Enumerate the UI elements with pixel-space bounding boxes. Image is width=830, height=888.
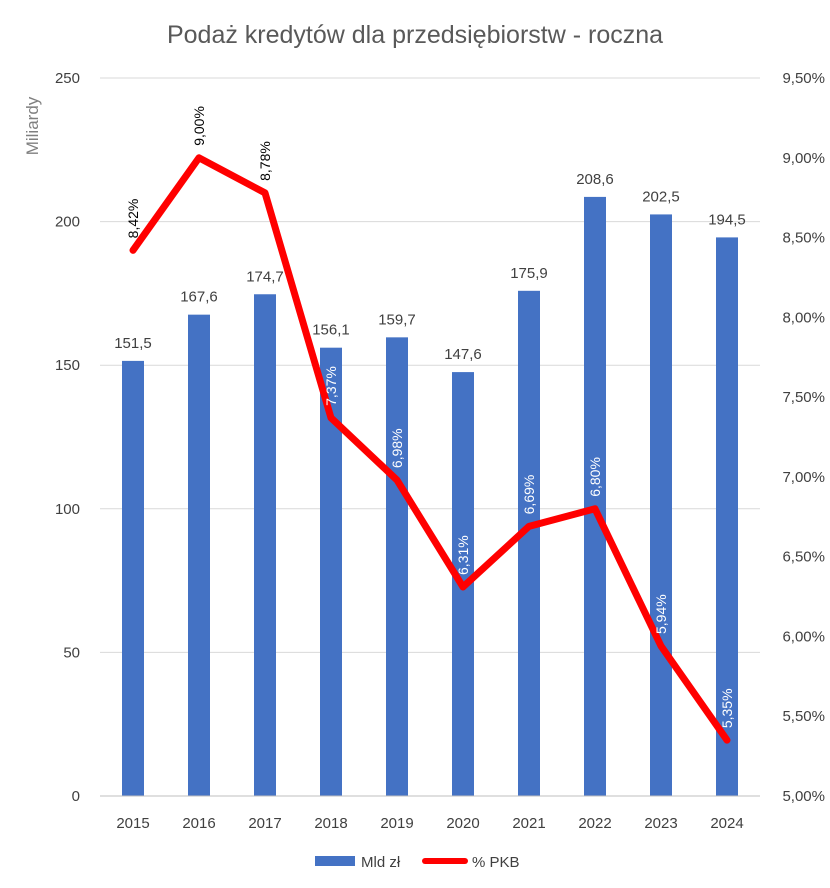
x-tick-label: 2022 [578,815,611,832]
y2-tick-label: 8,00% [782,309,825,326]
x-tick-label: 2015 [116,815,149,832]
legend-label-line: % PKB [472,854,520,871]
x-tick-label: 2020 [446,815,479,832]
y-tick-label: 0 [72,788,80,805]
y2-tick-label: 8,50% [782,230,825,247]
y-tick-label: 200 [55,214,80,231]
bar-value-label: 159,7 [378,311,416,328]
bar-value-label: 194,5 [708,211,746,228]
line-value-label: 6,80% [587,457,603,497]
x-tick-label: 2021 [512,815,545,832]
x-axis-ticks: 2015 2016 2017 2018 2019 2020 2021 2022 2023 2024 [100,795,760,832]
x-tick-label: 2016 [182,815,215,832]
y2-tick-label: 9,50% [782,70,825,87]
line-value-label: 6,69% [521,475,537,515]
line-value-label: 8,42% [125,199,141,239]
x-tick-label: 2023 [644,815,677,832]
y2-tick-label: 5,00% [782,788,825,805]
x-tick-label: 2018 [314,815,347,832]
bar [122,360,144,796]
bar-value-label: 156,1 [312,322,350,339]
y-axis-title: Miliardy [23,96,42,155]
bar-value-label: 147,6 [444,346,482,363]
line-value-label: 5,94% [653,594,669,634]
legend-label-bars: Mld zł [361,854,401,871]
chart-title: Podaż kredytów dla przedsiębiorstw - roc… [167,21,663,49]
line-value-label: 5,35% [719,688,735,728]
x-tick-label: 2024 [710,815,743,832]
y2-tick-label: 9,00% [782,150,825,167]
x-tick-label: 2017 [248,815,281,832]
y-tick-label: 50 [63,644,80,661]
y-tick-label: 150 [55,357,80,374]
y-tick-label: 100 [55,501,80,518]
line-value-label: 7,37% [323,366,339,406]
bar [254,294,276,796]
y2-tick-label: 6,00% [782,628,825,645]
bar [584,196,606,796]
line-value-label: 9,00% [191,106,207,146]
legend: Mld zł % PKB [315,854,520,871]
line-value-label: 8,78% [257,141,273,181]
y2-tick-label: 6,50% [782,549,825,566]
line-series: 8,42% 9,00% 8,78% 7,37% 6,98% 6,31% 6,69% 6,80%… [125,106,735,744]
bar-value-label: 151,5 [114,335,152,352]
bar-value-label: 208,6 [576,171,614,188]
bar [386,337,408,796]
bar-value-label: 202,5 [642,188,680,205]
legend-swatch-bars [315,856,355,866]
bar [320,347,342,796]
y-tick-label: 250 [55,70,80,87]
bar-series: 151,5 167,6 174,7 156,1 159,7 147,6 175,9 208,6… [114,171,746,797]
bar [650,214,672,797]
y2-tick-label: 7,00% [782,469,825,486]
x-tick-label: 2019 [380,815,413,832]
bar [518,290,540,796]
line-value-label: 6,98% [389,428,405,468]
y2-tick-label: 5,50% [782,708,825,725]
line-value-label: 6,31% [455,535,471,575]
bar-value-label: 175,9 [510,265,548,282]
y-axis-ticks: 0 50 100 150 200 250 [55,70,80,805]
bar-value-label: 174,7 [246,268,284,285]
bar [188,314,210,796]
bar-value-label: 167,6 [180,289,218,306]
bar [716,237,738,796]
y2-tick-label: 7,50% [782,389,825,406]
line-path [129,154,731,744]
y2-axis-ticks: 5,00% 5,50% 6,00% 6,50% 7,00% 7,50% 8,00% 8,50%… [782,70,825,805]
